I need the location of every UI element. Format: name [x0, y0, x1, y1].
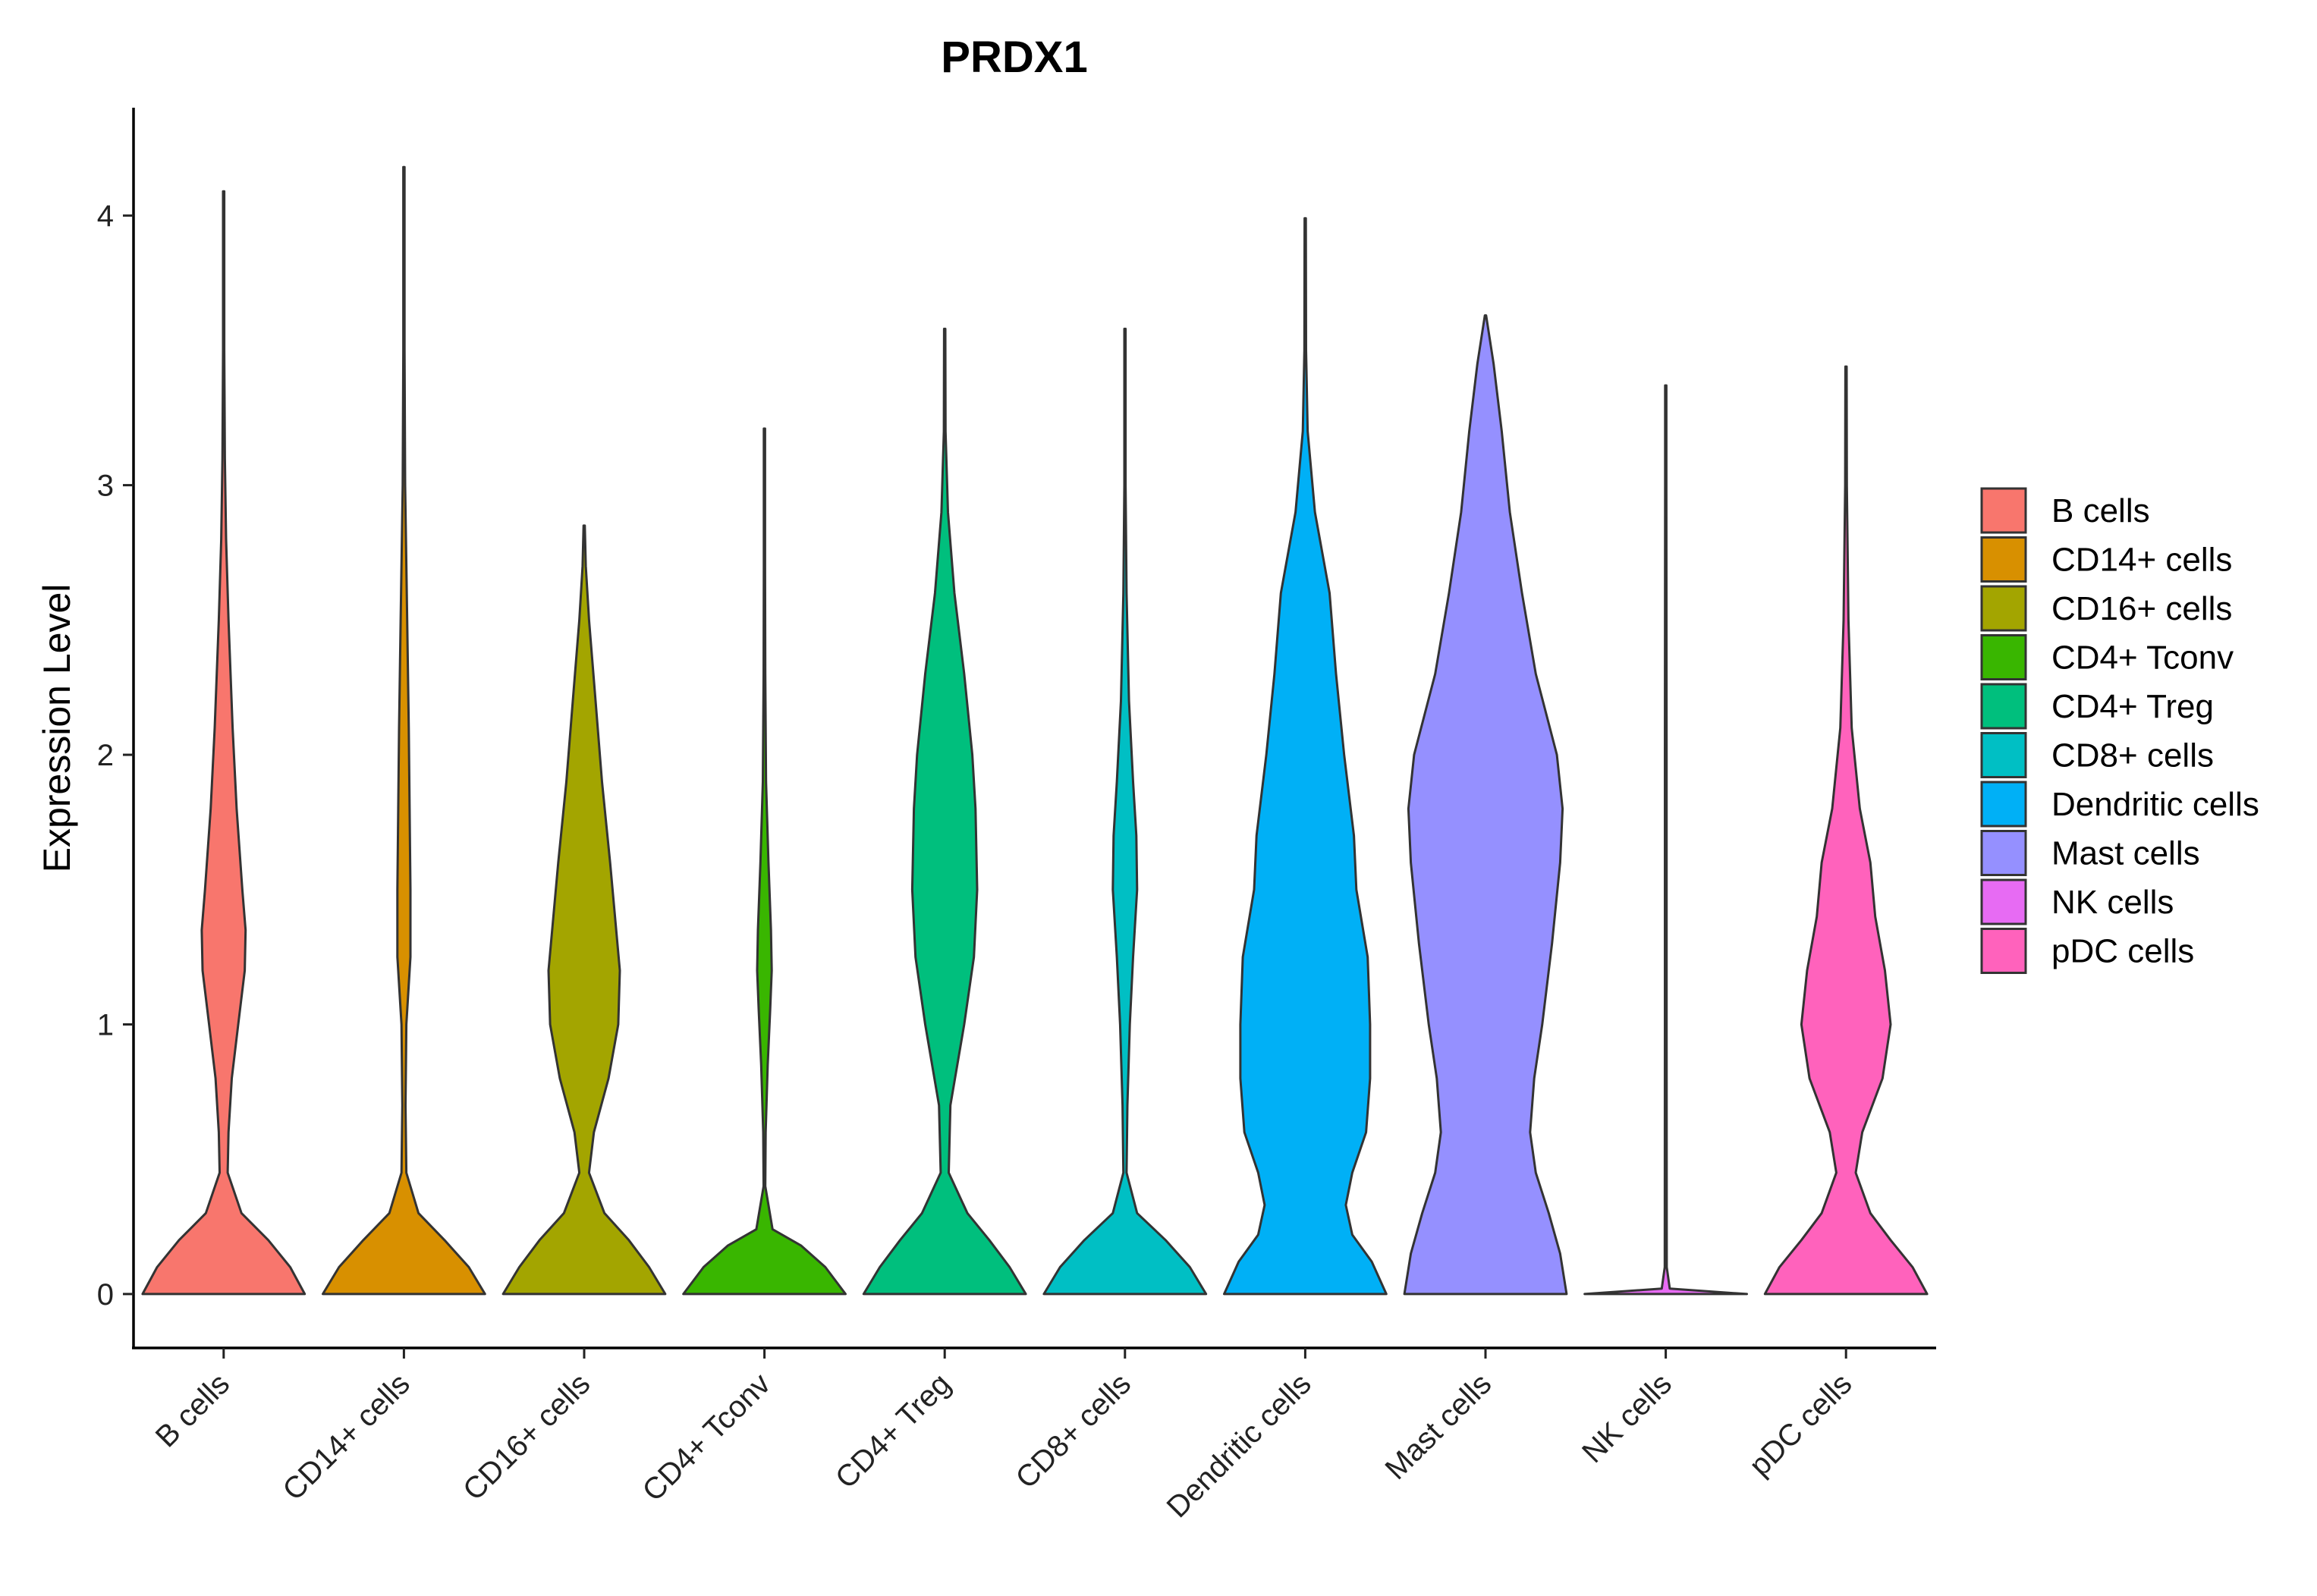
- violin-cd8-cells: [1042, 328, 1208, 1296]
- legend-label-cd8-cells: CD8+ cells: [2051, 737, 2214, 774]
- legend-label-cd14-cells: CD14+ cells: [2051, 542, 2232, 579]
- y-tick-label: 3: [97, 470, 114, 503]
- x-tick-label-cd8-cells: CD8+ cells: [1010, 1367, 1138, 1495]
- y-tick-label: 1: [97, 1008, 114, 1041]
- x-tick-label-cd4-treg: CD4+ Treg: [829, 1367, 957, 1495]
- x-tick-label-dendritic-cells: Dendritic cells: [1161, 1367, 1318, 1524]
- legend-key-cd14-cells: [1980, 536, 2027, 583]
- x-tick-label-b-cells: B cells: [149, 1367, 236, 1453]
- y-tick-label: 0: [97, 1278, 114, 1312]
- legend-label-cd4-treg: CD4+ Treg: [2051, 688, 2214, 725]
- x-tick-label-cd16-cells: CD16+ cells: [457, 1367, 596, 1506]
- legend-label-nk-cells: NK cells: [2051, 884, 2174, 921]
- violin-dendritic-cells: [1223, 217, 1388, 1296]
- legend-key-nk-cells: [1980, 878, 2027, 925]
- legend-key-b-cells: [1980, 487, 2027, 534]
- y-axis-ticks: 0 1 2 3 4: [97, 200, 134, 1312]
- legend-key-mast-cells: [1980, 830, 2027, 876]
- violin-cd16-cells: [501, 524, 667, 1296]
- y-axis-label: Expression Level: [36, 584, 78, 873]
- x-tick-label-cd14-cells: CD14+ cells: [276, 1367, 416, 1506]
- legend-label-pdc-cells: pDC cells: [2051, 933, 2194, 970]
- x-tick-label-cd4-tconv: CD4+ Tconv: [637, 1367, 777, 1507]
- x-tick-label-nk-cells: NK cells: [1576, 1367, 1678, 1469]
- x-tick-label-mast-cells: Mast cells: [1379, 1367, 1498, 1486]
- violin-mast-cells: [1403, 314, 1568, 1296]
- y-tick-label: 2: [97, 739, 114, 772]
- y-tick-label: 4: [97, 200, 114, 233]
- legend-label-dendritic-cells: Dendritic cells: [2051, 786, 2259, 823]
- x-axis-ticks: B cells CD14+ cells CD16+ cells CD4+ Tconv C…: [149, 1348, 1859, 1524]
- legend: B cells CD14+ cells CD16+ cells CD4+ Tconv C…: [1980, 487, 2259, 974]
- x-tick-label-pdc-cells: pDC cells: [1743, 1367, 1858, 1482]
- violin-group: [141, 165, 1929, 1296]
- violin-cd4-tconv: [682, 427, 847, 1296]
- violin-cd4-treg: [862, 328, 1027, 1296]
- legend-key-dendritic-cells: [1980, 781, 2027, 828]
- legend-key-pdc-cells: [1980, 928, 2027, 974]
- violin-cd14-cells: [322, 165, 486, 1296]
- legend-key-cd4-tconv: [1980, 634, 2027, 680]
- legend-key-cd16-cells: [1980, 585, 2027, 632]
- violin-pdc-cells: [1763, 365, 1929, 1296]
- legend-label-cd4-tconv: CD4+ Tconv: [2051, 639, 2234, 677]
- legend-label-cd16-cells: CD16+ cells: [2051, 590, 2232, 627]
- chart-title: PRDX1: [941, 33, 1087, 82]
- legend-label-mast-cells: Mast cells: [2051, 835, 2200, 872]
- violin-b-cells: [141, 190, 307, 1296]
- legend-key-cd4-treg: [1980, 683, 2027, 730]
- violin-nk-cells: [1583, 384, 1748, 1296]
- legend-label-b-cells: B cells: [2051, 492, 2150, 529]
- legend-key-cd8-cells: [1980, 732, 2027, 778]
